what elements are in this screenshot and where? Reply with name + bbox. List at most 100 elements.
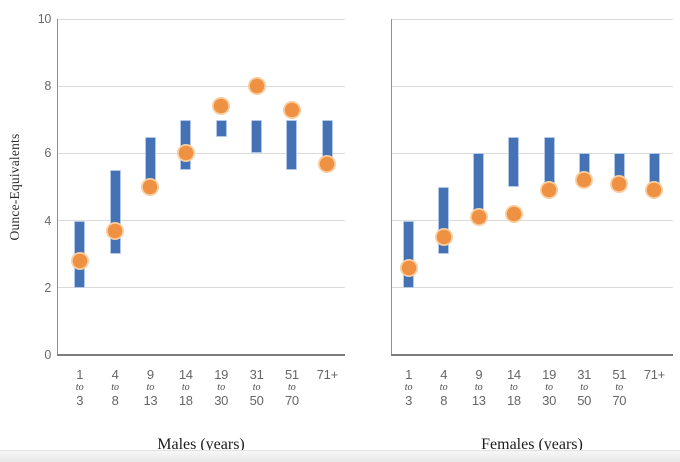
x-tick-to-word: to	[111, 382, 119, 393]
x-tick-number: 3	[405, 393, 413, 408]
x-tick-number: 71+	[643, 367, 665, 382]
data-point-dot	[70, 251, 89, 270]
x-tick-to-word: to	[181, 382, 190, 393]
x-tick-to-word: to	[252, 382, 261, 393]
x-tick-label: 19 to 30	[201, 368, 241, 408]
x-tick-to-word: to	[615, 382, 624, 393]
y-axis-line	[391, 19, 392, 355]
x-tick-label: 51 to 70	[272, 368, 312, 408]
x-tick-number: 50	[249, 393, 264, 408]
gridline-10	[391, 18, 673, 20]
x-tick-number: 4	[111, 367, 119, 382]
x-tick-number: 13	[471, 393, 486, 408]
x-tick-label: 1 to 3	[389, 368, 429, 408]
x-tick-number: 71+	[316, 367, 338, 382]
x-tick-number: 50	[577, 393, 592, 408]
data-point-dot	[575, 171, 594, 190]
x-tick-to-word: to	[288, 382, 296, 393]
x-tick-label: 9 to 13	[459, 368, 499, 408]
x-tick-label: 4 to 8	[95, 368, 135, 408]
y-axis-line	[57, 19, 58, 355]
x-tick-label: 14 to 18	[494, 368, 534, 408]
x-tick-label: 71+	[307, 368, 347, 382]
x-tick-to-word: to	[580, 382, 589, 393]
x-tick-to-word: to	[75, 382, 84, 393]
data-point-dot	[610, 174, 629, 193]
gridline-10	[57, 18, 345, 20]
range-bar	[286, 119, 298, 171]
gridline-6	[391, 152, 673, 154]
x-tick-to-word: to	[439, 382, 448, 393]
x-tick-number: 70	[284, 393, 299, 408]
x-tick-label: 4 to 8	[424, 368, 464, 408]
gridline-4	[391, 220, 673, 222]
data-point-dot	[141, 178, 160, 196]
x-tick-number: 13	[143, 393, 158, 408]
x-tick-number: 1	[405, 367, 413, 382]
x-tick-number: 9	[475, 367, 483, 382]
data-point-dot	[645, 181, 664, 200]
x-tick-number: 4	[440, 367, 448, 382]
data-point-dot	[176, 144, 195, 163]
x-tick-number: 70	[612, 393, 627, 408]
data-point-dot	[399, 258, 418, 277]
range-bar	[508, 136, 520, 187]
x-tick-number: 18	[506, 393, 521, 408]
data-point-dot	[282, 100, 301, 119]
x-tick-number: 51	[612, 367, 627, 382]
x-tick-number: 51	[284, 367, 299, 382]
data-point-dot	[434, 228, 453, 247]
gridline-8	[391, 85, 673, 87]
range-bar	[543, 136, 555, 187]
x-tick-number: 19	[542, 367, 557, 382]
x-tick-label: 31 to 50	[564, 368, 604, 408]
y-tick-label: 2	[44, 280, 51, 295]
data-point-dot	[469, 208, 488, 227]
x-tick-number: 9	[146, 367, 154, 382]
x-tick-number: 30	[542, 393, 557, 408]
x-tick-number: 1	[76, 367, 84, 382]
y-tick-label: 6	[44, 146, 51, 161]
x-tick-number: 3	[76, 393, 84, 408]
range-bar	[438, 187, 450, 255]
data-point-dot	[247, 77, 266, 96]
x-tick-number: 14	[506, 367, 521, 382]
range-bar	[109, 170, 121, 255]
gridline-8	[57, 85, 345, 87]
x-tick-number: 8	[440, 393, 448, 408]
y-axis-title: Ounce-Equivalents	[7, 133, 22, 241]
x-tick-label: 9 to 13	[130, 368, 170, 408]
x-tick-number: 30	[214, 393, 229, 408]
females-axis-title: Females (years)	[481, 436, 583, 453]
y-tick-label: 8	[44, 79, 51, 94]
x-axis-line	[391, 354, 673, 356]
x-tick-label: 71+	[634, 368, 674, 382]
gridline-2	[57, 287, 345, 289]
x-tick-label: 14 to 18	[166, 368, 206, 408]
range-bar	[215, 119, 227, 137]
x-tick-to-word: to	[404, 382, 413, 393]
y-tick-label: 10	[37, 12, 52, 26]
x-tick-label: 31 to 50	[237, 368, 277, 408]
y-tick-label: 4	[44, 213, 51, 228]
range-bar	[251, 119, 263, 154]
x-tick-label: 51 to 70	[599, 368, 639, 408]
gridline-2	[391, 287, 673, 289]
gridline-4	[57, 220, 345, 222]
x-tick-to-word: to	[510, 382, 518, 393]
x-axis-line	[57, 354, 345, 356]
males-axis-title: Males (years)	[157, 436, 245, 453]
x-tick-number: 14	[178, 367, 193, 382]
x-tick-number: 31	[577, 367, 592, 382]
x-tick-to-word: to	[474, 382, 483, 393]
data-point-dot	[540, 181, 559, 200]
x-tick-label: 1 to 3	[60, 368, 100, 408]
x-tick-number: 31	[249, 367, 264, 382]
x-tick-label: 19 to 30	[529, 368, 569, 408]
x-tick-number: 8	[111, 393, 119, 408]
gridline-6	[57, 152, 345, 154]
window-bottom-edge	[0, 450, 680, 462]
x-tick-to-word: to	[217, 382, 226, 393]
x-tick-number: 19	[214, 367, 229, 382]
